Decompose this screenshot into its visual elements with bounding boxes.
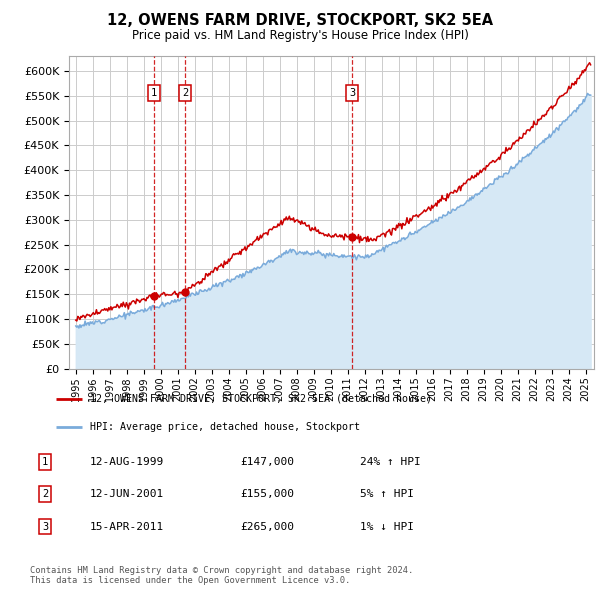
Text: 3: 3 (42, 522, 48, 532)
Text: 12, OWENS FARM DRIVE, STOCKPORT, SK2 5EA: 12, OWENS FARM DRIVE, STOCKPORT, SK2 5EA (107, 13, 493, 28)
Text: 12-JUN-2001: 12-JUN-2001 (90, 489, 164, 499)
Text: 15-APR-2011: 15-APR-2011 (90, 522, 164, 532)
Text: HPI: Average price, detached house, Stockport: HPI: Average price, detached house, Stoc… (90, 422, 360, 432)
Text: £265,000: £265,000 (240, 522, 294, 532)
Text: £155,000: £155,000 (240, 489, 294, 499)
Text: 3: 3 (349, 88, 356, 99)
Text: 12-AUG-1999: 12-AUG-1999 (90, 457, 164, 467)
Text: Contains HM Land Registry data © Crown copyright and database right 2024.
This d: Contains HM Land Registry data © Crown c… (30, 566, 413, 585)
Text: 12, OWENS FARM DRIVE, STOCKPORT, SK2 5EA (detached house): 12, OWENS FARM DRIVE, STOCKPORT, SK2 5EA… (90, 394, 432, 404)
Text: 2: 2 (182, 88, 188, 99)
Text: 24% ↑ HPI: 24% ↑ HPI (360, 457, 421, 467)
Text: 1: 1 (151, 88, 157, 99)
Text: 2: 2 (42, 489, 48, 499)
Text: Price paid vs. HM Land Registry's House Price Index (HPI): Price paid vs. HM Land Registry's House … (131, 30, 469, 42)
Text: 1% ↓ HPI: 1% ↓ HPI (360, 522, 414, 532)
Text: 1: 1 (42, 457, 48, 467)
Text: 5% ↑ HPI: 5% ↑ HPI (360, 489, 414, 499)
Text: £147,000: £147,000 (240, 457, 294, 467)
